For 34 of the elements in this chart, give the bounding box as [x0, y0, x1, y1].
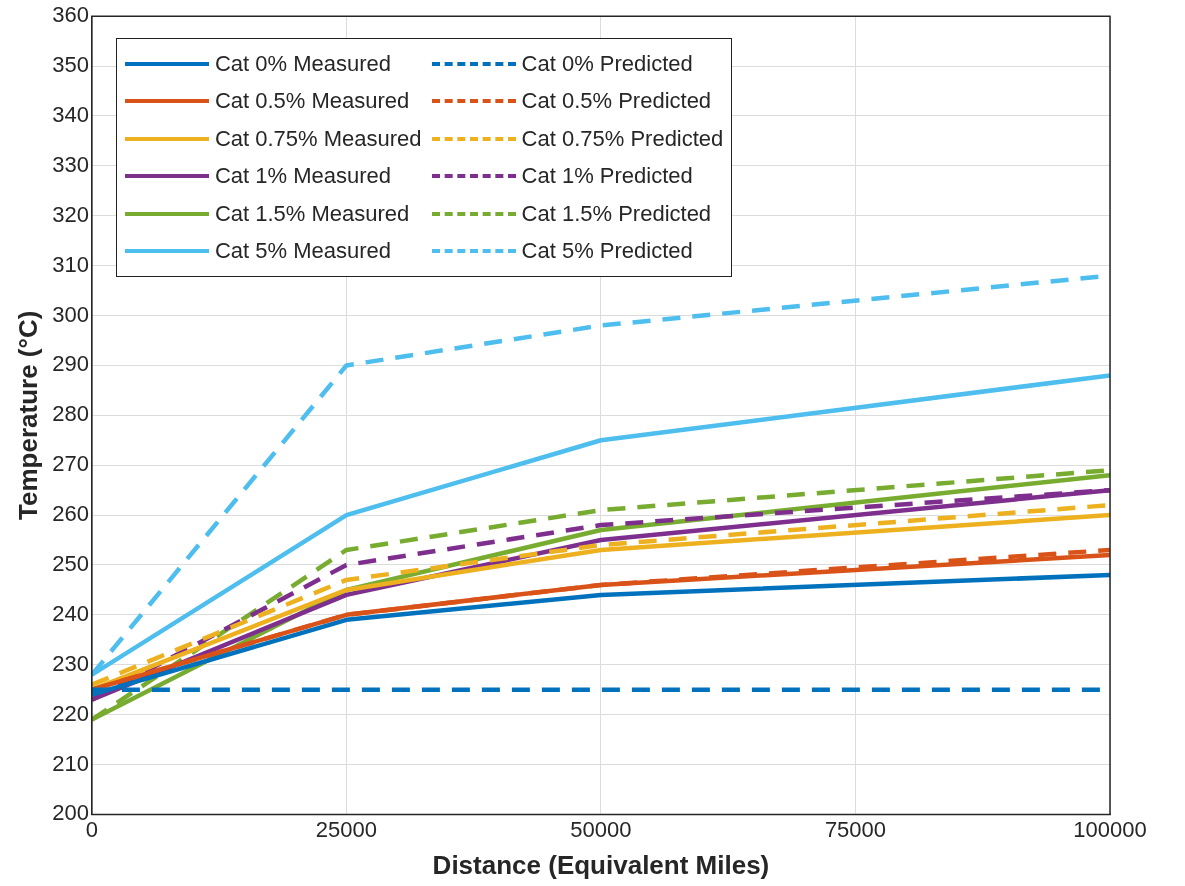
y-tick-label: 240 — [52, 600, 89, 626]
y-tick-label: 270 — [52, 451, 89, 477]
y-axis-title: Temperature (°C) — [12, 310, 43, 520]
y-tick-label: 260 — [52, 501, 89, 527]
y-tick-label: 360 — [52, 2, 89, 28]
x-tick-label: 100000 — [1073, 816, 1147, 842]
x-tick-label: 75000 — [824, 816, 887, 842]
y-tick-label: 250 — [52, 551, 89, 577]
legend-label: Cat 1.5% Predicted — [521, 200, 712, 227]
legend-label: Cat 1% Measured — [214, 163, 391, 190]
y-tick-label: 210 — [52, 750, 89, 776]
legend-label: Cat 5% Predicted — [521, 238, 693, 265]
y-tick-label: 340 — [52, 102, 89, 128]
legend-label: Cat 1.5% Measured — [214, 200, 410, 227]
x-tick-label: 50000 — [570, 816, 632, 842]
y-tick-label: 350 — [52, 52, 89, 78]
legend-label: Cat 5% Measured — [214, 238, 391, 265]
y-tick-label: 220 — [52, 700, 89, 726]
legend-label: Cat 0.5% Measured — [214, 88, 410, 115]
legend-label: Cat 0% Measured — [214, 50, 391, 77]
y-tick-label: 230 — [52, 650, 89, 676]
y-tick-label: 310 — [52, 251, 89, 277]
legend-label: Cat 1% Predicted — [521, 163, 693, 190]
legend-label: Cat 0% Predicted — [521, 50, 693, 77]
legend-label: Cat 0.75% Predicted — [521, 125, 724, 152]
x-tick-label: 25000 — [315, 816, 378, 842]
y-tick-label: 300 — [52, 301, 89, 327]
legend-label: Cat 0.75% Measured — [214, 125, 422, 152]
y-tick-label: 330 — [52, 151, 89, 177]
x-axis-title: Distance (Equivalent Miles) — [432, 849, 770, 880]
y-tick-label: 290 — [52, 351, 89, 377]
y-tick-label: 280 — [52, 401, 89, 427]
y-tick-label: 320 — [52, 201, 89, 227]
legend-label: Cat 0.5% Predicted — [521, 88, 712, 115]
